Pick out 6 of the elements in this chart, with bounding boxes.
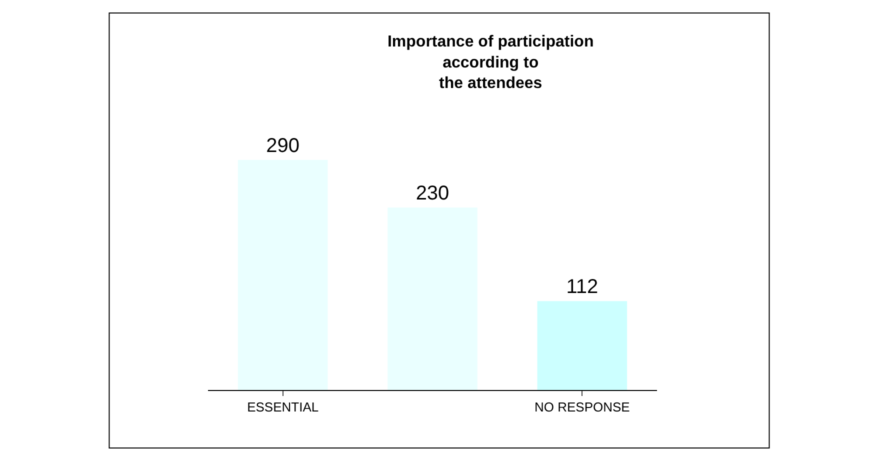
chart-title: Importance of participation according to the attendees (387, 34, 594, 92)
data-label: 230 (416, 182, 450, 204)
data-label: 290 (266, 134, 300, 157)
x-tick-label: NO RESPONSE (534, 400, 630, 415)
x-tick-label: ESSENTIAL (247, 400, 319, 415)
data-label: 112 (566, 276, 598, 298)
